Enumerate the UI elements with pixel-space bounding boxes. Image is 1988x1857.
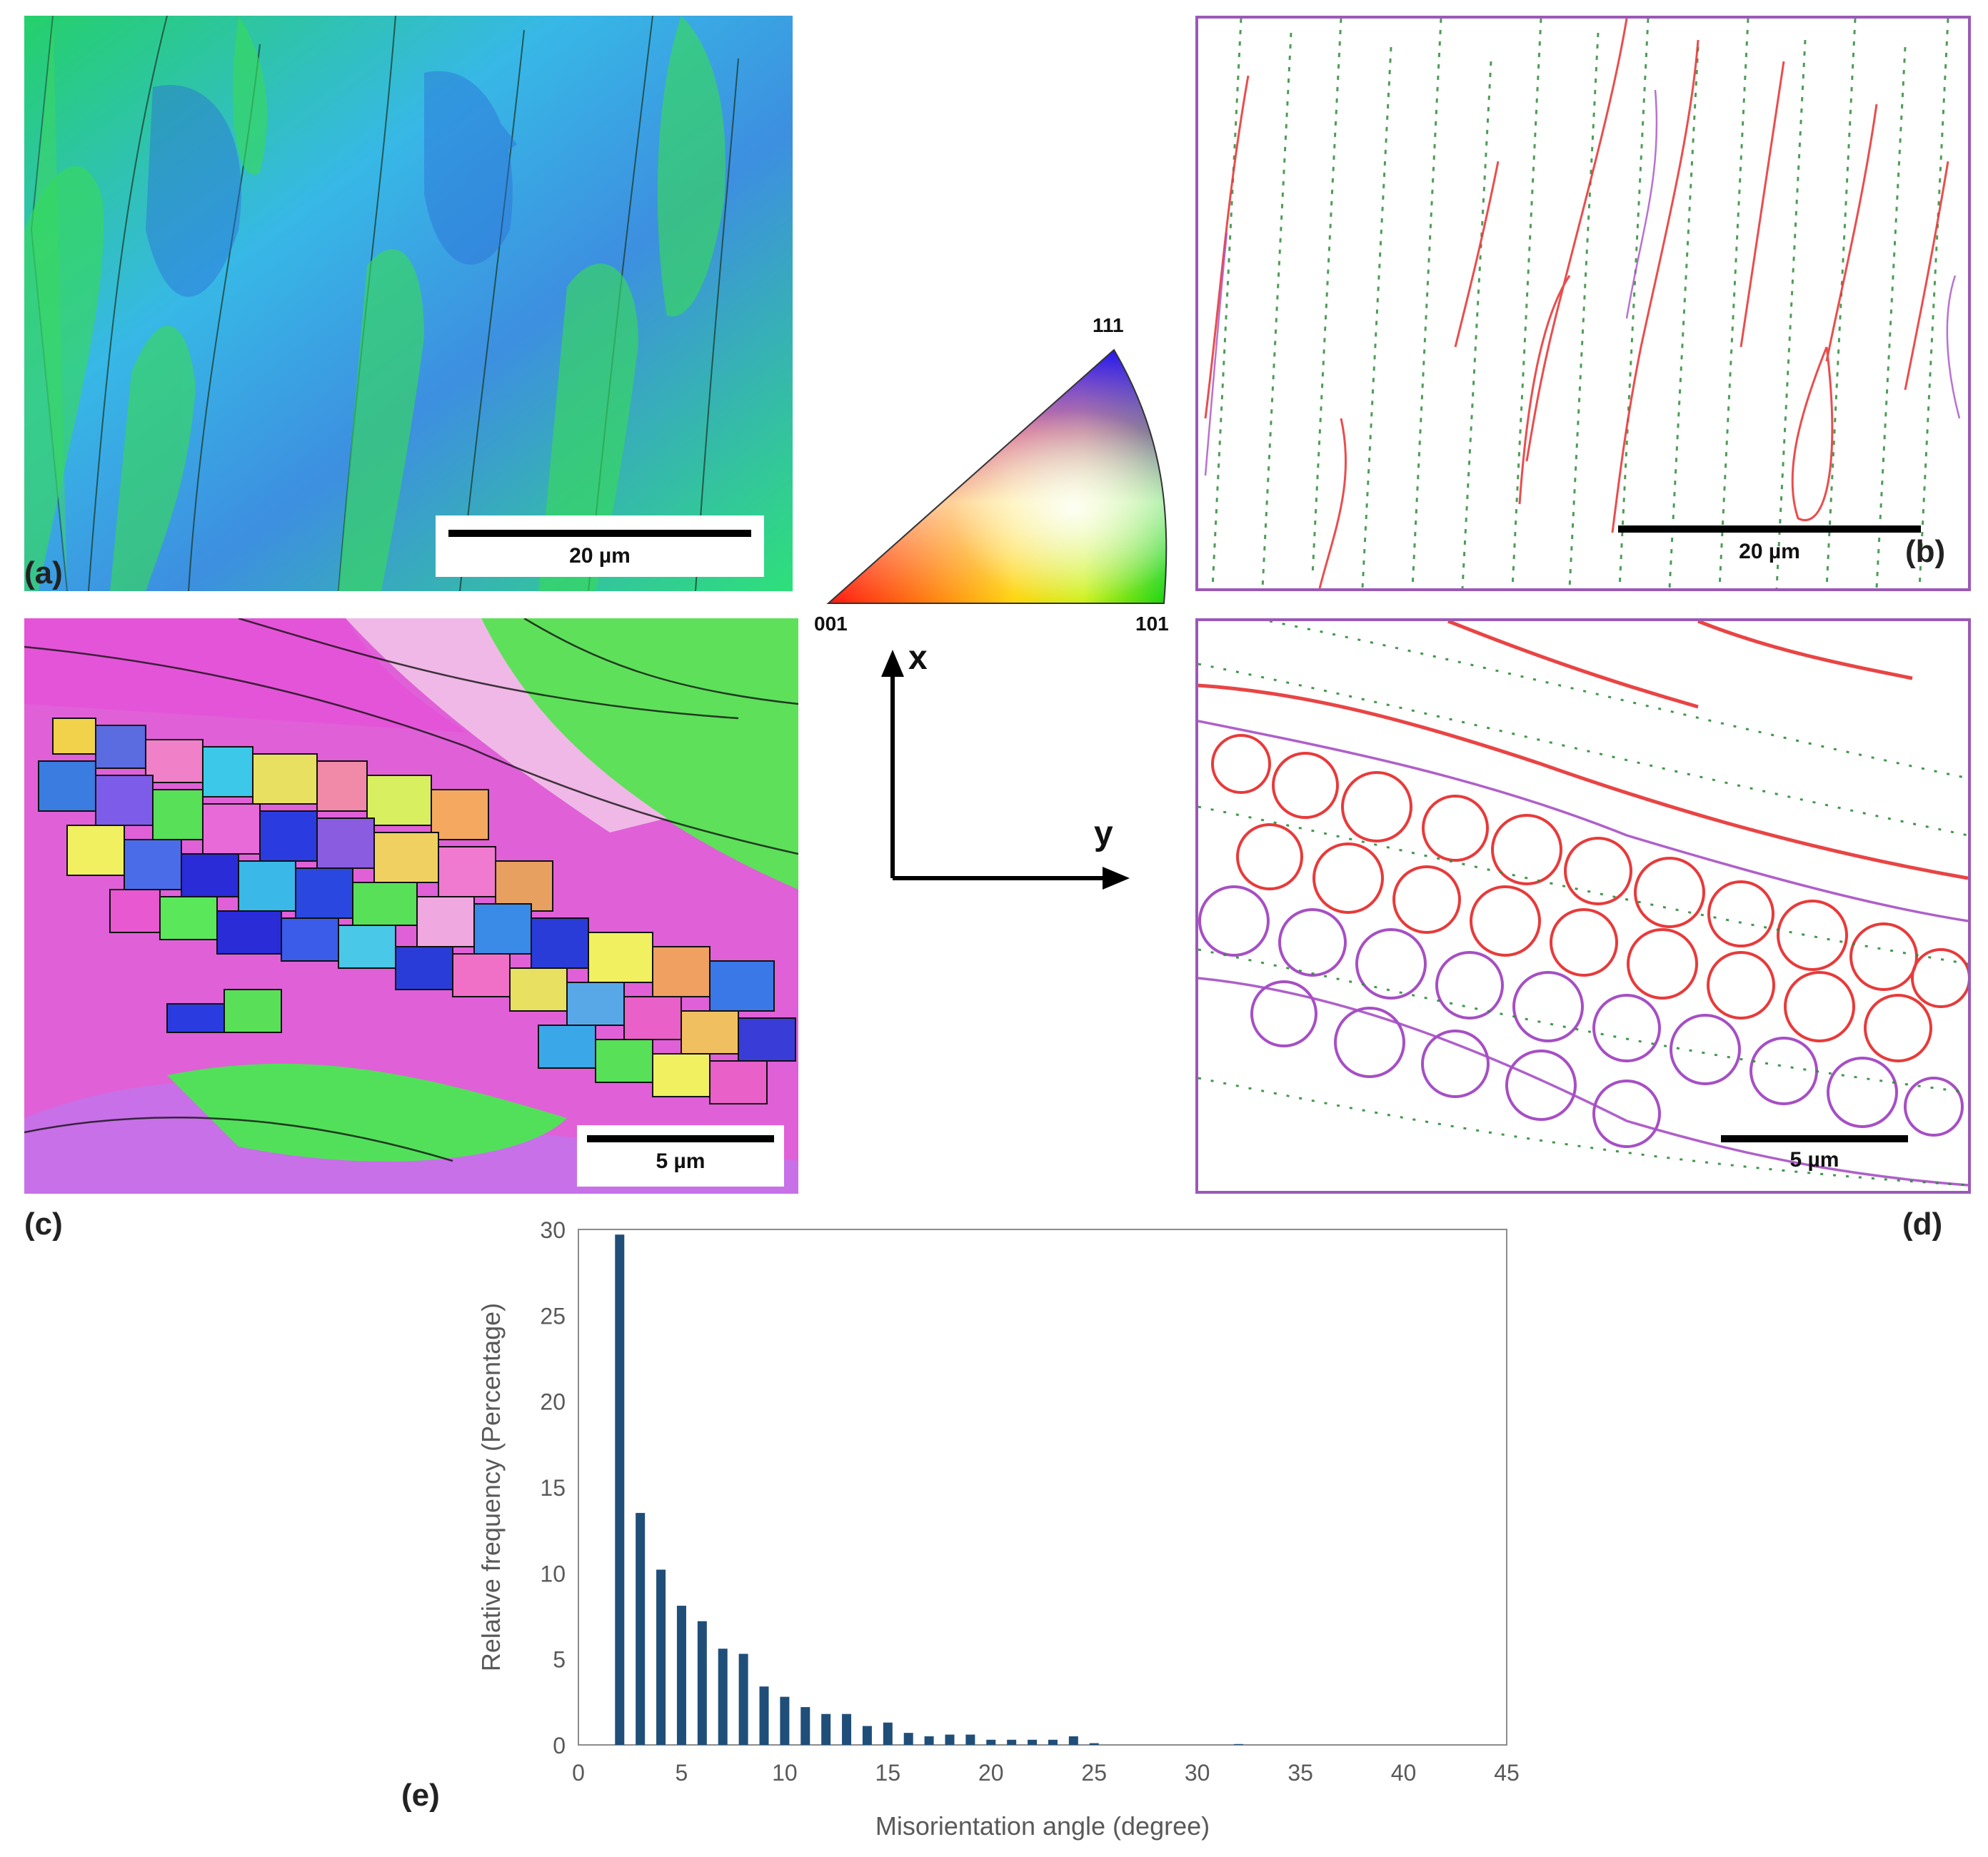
ipf-color-key: 111 001 101 xyxy=(814,314,1171,635)
histogram-bar xyxy=(1089,1743,1099,1745)
histogram-bar xyxy=(636,1513,646,1745)
panel-d-scale-text: 5 µm xyxy=(1789,1148,1839,1172)
ipf-label-001: 001 xyxy=(814,613,848,635)
histogram-bar xyxy=(965,1734,975,1745)
panel-b-boundary-map: 20 µm xyxy=(1195,16,1971,591)
panel-e-histogram: 0 5 10 15 20 25 30 0 5 10 15 20 25 30 35 40 45 Misorien… xyxy=(457,1207,1542,1849)
histogram-bar xyxy=(842,1713,852,1745)
x-tick-label: 35 xyxy=(1287,1760,1313,1786)
panel-c-ipf-map: 5 µm xyxy=(24,618,798,1194)
histogram-bar xyxy=(1048,1739,1058,1745)
x-tick-label: 10 xyxy=(772,1760,798,1786)
panel-b-scale-bar xyxy=(1618,525,1921,533)
y-tick-label: 0 xyxy=(553,1733,566,1758)
histogram-bar xyxy=(883,1722,893,1745)
y-tick-label: 25 xyxy=(540,1303,566,1329)
y-tick-label: 10 xyxy=(540,1561,566,1586)
x-tick-label: 0 xyxy=(572,1760,585,1786)
panel-d-scale-bar xyxy=(1721,1135,1908,1142)
panel-d-label: (d) xyxy=(1902,1207,1943,1242)
x-tick-label: 15 xyxy=(875,1760,901,1786)
panel-a-ipf-map: 20 µm xyxy=(24,16,793,591)
axes-arrows xyxy=(881,650,1130,890)
histogram-bar xyxy=(676,1606,686,1745)
ipf-label-101: 101 xyxy=(1135,613,1169,635)
x-tick-label: 25 xyxy=(1081,1760,1107,1786)
histogram-bar xyxy=(615,1234,625,1745)
y-tick-label: 5 xyxy=(553,1647,566,1673)
axis-label-y: y xyxy=(1094,815,1113,852)
histogram-bar xyxy=(1233,1743,1243,1745)
plot-frame xyxy=(578,1229,1507,1746)
histogram-bar xyxy=(1007,1739,1017,1745)
ipf-triangle xyxy=(826,348,1168,604)
panel-b-label: (b) xyxy=(1905,534,1946,569)
histogram-svg: 0 5 10 15 20 25 30 0 5 10 15 20 25 30 35 40 45 Misorien… xyxy=(476,1217,1520,1841)
panel-a-scale-bar xyxy=(448,530,751,537)
y-axis-label: Relative frequency (Percentage) xyxy=(476,1303,506,1671)
coordinate-axes: x y xyxy=(871,639,1143,900)
histogram-bar xyxy=(924,1736,934,1745)
panel-e-label: (e) xyxy=(401,1778,440,1813)
panel-a-scale-text: 20 µm xyxy=(569,544,631,568)
histogram-bar xyxy=(759,1686,769,1745)
x-tick-label: 45 xyxy=(1494,1760,1520,1786)
x-tick-label: 30 xyxy=(1185,1760,1210,1786)
histogram-bar xyxy=(800,1707,810,1745)
histogram-bar xyxy=(1068,1736,1078,1745)
panel-c-label: (c) xyxy=(24,1207,63,1242)
x-tick-label: 5 xyxy=(676,1760,688,1786)
histogram-bar xyxy=(945,1734,955,1745)
x-tick-label: 40 xyxy=(1391,1760,1417,1786)
histogram-bar xyxy=(862,1726,872,1745)
histogram-bar xyxy=(1028,1739,1038,1745)
histogram-bar xyxy=(656,1569,666,1745)
histogram-bar xyxy=(821,1713,831,1745)
panel-a-map-image xyxy=(24,16,793,591)
ipf-label-111: 111 xyxy=(1093,314,1124,336)
histogram-bar xyxy=(697,1621,707,1745)
panel-b-scale-box: 20 µm xyxy=(1605,518,1934,580)
histogram-bar xyxy=(718,1649,728,1745)
x-axis-label: Misorientation angle (degree) xyxy=(875,1811,1210,1841)
panel-a-label: (a) xyxy=(24,555,63,590)
panel-c-scale-bar xyxy=(587,1135,774,1142)
panel-c-map-image xyxy=(24,618,798,1194)
panel-c-scale-box: 5 µm xyxy=(577,1125,784,1187)
y-tick-label: 15 xyxy=(540,1475,566,1501)
panel-b-scale-text: 20 µm xyxy=(1739,540,1800,563)
panel-a-scale-box: 20 µm xyxy=(436,515,764,577)
panel-c-scale-text: 5 µm xyxy=(656,1149,706,1173)
panel-d-map-image xyxy=(1198,621,1968,1187)
x-tick-label: 20 xyxy=(978,1760,1004,1786)
y-tick-label: 20 xyxy=(540,1389,566,1415)
histogram-bar xyxy=(903,1733,913,1745)
panel-d-scale-box: 5 µm xyxy=(1711,1128,1918,1185)
histogram-bar xyxy=(738,1654,748,1745)
panel-d-boundary-map: 5 µm xyxy=(1195,618,1971,1194)
panel-b-map-image xyxy=(1204,19,1961,588)
y-tick-label: 30 xyxy=(540,1217,566,1243)
histogram-bar xyxy=(780,1696,790,1745)
axis-label-x: x xyxy=(908,639,928,677)
histogram-bar xyxy=(986,1739,996,1745)
